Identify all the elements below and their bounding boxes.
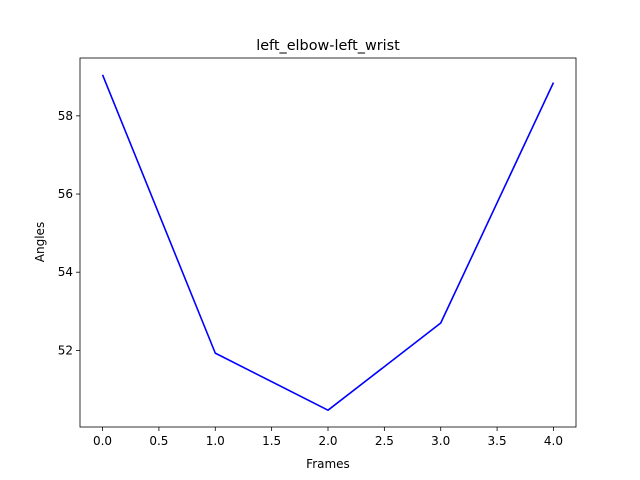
- x-tick-label: 1.0: [206, 434, 225, 448]
- x-tick-label: 0.0: [93, 434, 112, 448]
- x-tick-label: 2.5: [375, 434, 394, 448]
- axes-frame: [79, 57, 577, 428]
- x-tick-label: 4.0: [544, 434, 563, 448]
- x-tick-label: 3.5: [488, 434, 507, 448]
- x-tick-label: 3.0: [431, 434, 450, 448]
- chart-title: left_elbow-left_wrist: [256, 38, 400, 54]
- x-tick-label: 0.5: [149, 434, 168, 448]
- y-tick-label: 52: [58, 343, 73, 357]
- series-line: [101, 74, 555, 411]
- y-axis-label: Angles: [33, 222, 47, 262]
- plot-area: 0.0 0.5 1.0 1.5 2.0 2.5 3.0 3.5 4.0 52 54 56 58: [58, 57, 577, 448]
- x-axis-label: Frames: [306, 457, 350, 471]
- x-tick-label: 1.5: [262, 434, 281, 448]
- y-tick-label: 56: [58, 187, 73, 201]
- y-tick-label: 58: [58, 109, 73, 123]
- x-tick-label: 2.0: [318, 434, 337, 448]
- y-tick-label: 54: [58, 265, 73, 279]
